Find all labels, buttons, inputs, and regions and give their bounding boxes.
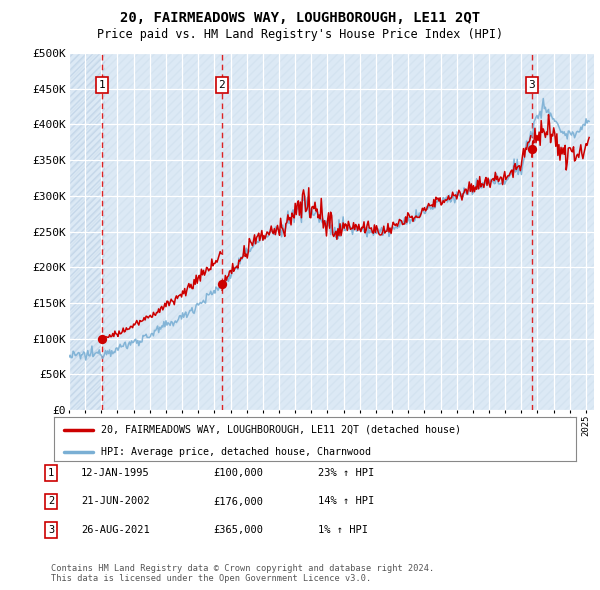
Text: £365,000: £365,000 (213, 525, 263, 535)
Text: Price paid vs. HM Land Registry's House Price Index (HPI): Price paid vs. HM Land Registry's House … (97, 28, 503, 41)
Point (527, 145, 536, 154)
Text: 2: 2 (48, 497, 54, 506)
Text: 20, FAIRMEADOWS WAY, LOUGHBOROUGH, LE11 2QT: 20, FAIRMEADOWS WAY, LOUGHBOROUGH, LE11 … (120, 11, 480, 25)
Text: 21-JUN-2002: 21-JUN-2002 (81, 497, 150, 506)
Text: 1: 1 (98, 80, 106, 90)
Text: 26-AUG-2021: 26-AUG-2021 (81, 525, 150, 535)
Text: 14% ↑ HPI: 14% ↑ HPI (318, 497, 374, 506)
Text: 12-JAN-1995: 12-JAN-1995 (81, 468, 150, 478)
Text: £176,000: £176,000 (213, 497, 263, 506)
Text: £100,000: £100,000 (213, 468, 263, 478)
Text: 3: 3 (529, 80, 535, 90)
Text: Contains HM Land Registry data © Crown copyright and database right 2024.
This d: Contains HM Land Registry data © Crown c… (51, 563, 434, 583)
Text: HPI: Average price, detached house, Charnwood: HPI: Average price, detached house, Char… (101, 447, 371, 457)
Text: 1: 1 (48, 468, 54, 478)
Point (217, 280, 227, 289)
Text: 2: 2 (218, 80, 226, 90)
Text: 1% ↑ HPI: 1% ↑ HPI (318, 525, 368, 535)
Text: 23% ↑ HPI: 23% ↑ HPI (318, 468, 374, 478)
Text: 20, FAIRMEADOWS WAY, LOUGHBOROUGH, LE11 2QT (detached house): 20, FAIRMEADOWS WAY, LOUGHBOROUGH, LE11 … (101, 425, 461, 434)
Point (97, 334, 107, 343)
Text: 3: 3 (48, 525, 54, 535)
